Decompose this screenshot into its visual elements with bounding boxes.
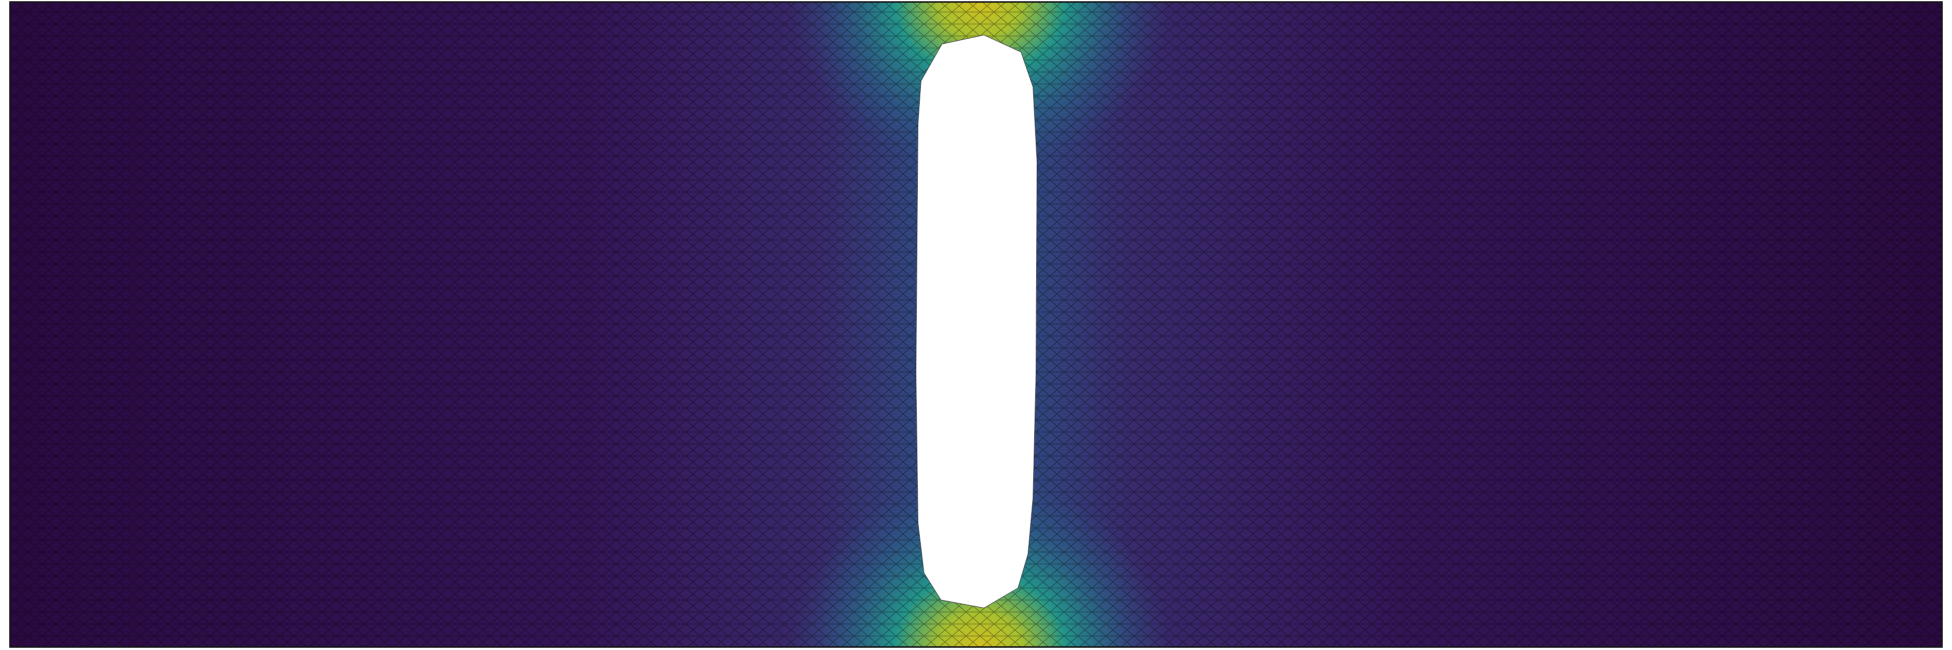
- hole: [915, 34, 1038, 609]
- plate-border: [9, 1, 1943, 648]
